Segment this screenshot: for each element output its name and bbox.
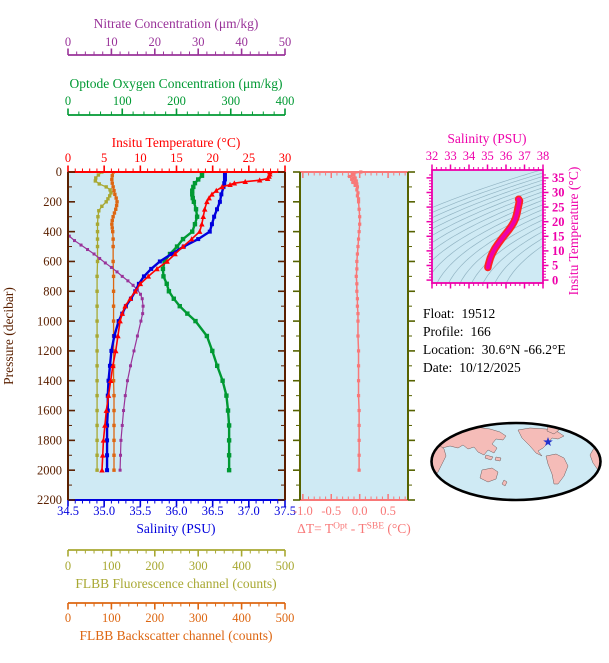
delta-t-plot: -1.0 -0.5 0.0 0.5	[293, 170, 415, 518]
tick-label: 0	[552, 273, 558, 287]
tick-label: 100	[102, 559, 121, 573]
tick-label: 500	[276, 559, 295, 573]
tick-label: 36.0	[166, 504, 188, 518]
fluorescence-axis-title: FLBB Fluorescence channel (counts)	[75, 576, 276, 591]
tick-label: 300	[221, 94, 240, 108]
tick-label: 30	[552, 186, 565, 200]
pressure-axis-title: Pressure (decibar)	[1, 287, 16, 385]
temperature-axis-title: Insitu Temperature (°C)	[112, 135, 241, 150]
tick-label: 35	[481, 149, 494, 163]
tick-label: 100	[102, 611, 121, 625]
tick-label: 1600	[37, 404, 62, 418]
tick-label: 37.0	[238, 504, 260, 518]
tick-label: 100	[113, 94, 132, 108]
nitrate-axis-title: Nitrate Concentration (μm/kg)	[94, 16, 259, 31]
tick-label: 20	[206, 151, 219, 165]
tick-label: 33	[444, 149, 457, 163]
ts-salinity-axis-title: Salinity (PSU)	[447, 131, 526, 146]
tick-label: 5	[552, 259, 558, 273]
salinity-axis-title: Salinity (PSU)	[136, 521, 215, 536]
tick-label: 200	[145, 611, 164, 625]
tick-label: -0.5	[321, 504, 341, 518]
flbb-fluorescence-channel-counts-axis: 0 100 200 300 400 500	[65, 549, 295, 573]
tick-label: 15	[552, 229, 565, 243]
float-location-star-marker	[543, 437, 553, 446]
tick-label: 400	[276, 94, 295, 108]
isopycnal-contours	[432, 170, 543, 283]
tick-label: 0	[65, 151, 71, 165]
tick-label: 0.0	[352, 504, 368, 518]
tick-label: 600	[43, 255, 62, 269]
tick-label: 25	[552, 200, 565, 214]
series-line	[68, 235, 144, 471]
tick-label: 5	[101, 151, 107, 165]
tick-label: 15	[170, 151, 183, 165]
tick-label: 37.5	[274, 504, 296, 518]
world-map	[430, 421, 602, 502]
tick-label: 10	[134, 151, 147, 165]
tick-label: 1000	[37, 314, 62, 328]
tick-label: 300	[189, 611, 208, 625]
float-id-line: Float: 19512	[423, 306, 495, 321]
ts-profile-curve	[485, 197, 522, 270]
tick-label: 0	[65, 94, 71, 108]
tick-label: 800	[43, 284, 62, 298]
tick-label: 35	[552, 171, 565, 185]
tick-label: 1800	[37, 434, 62, 448]
tick-label: 36.5	[202, 504, 224, 518]
date-line: Date: 10/12/2025	[423, 360, 521, 375]
profile-line: Profile: 166	[423, 324, 491, 339]
tick-label: 0.5	[380, 504, 396, 518]
tick-label: 37	[518, 149, 531, 163]
tick-label: 40	[235, 35, 248, 49]
tick-label: 500	[276, 611, 295, 625]
tick-label: 10	[552, 244, 565, 258]
tick-label: 25	[243, 151, 256, 165]
tick-label: 200	[43, 195, 62, 209]
tick-label: 20	[552, 215, 565, 229]
nitrate-concentration-m-kg-axis: 0 10 20 30 40 50	[65, 35, 292, 56]
location-line: Location: 30.6°N -66.2°E	[423, 342, 566, 357]
tick-label: 0	[65, 559, 71, 573]
tick-label: 35.5	[129, 504, 151, 518]
tick-label: 50	[279, 35, 292, 49]
optode-oxygen-concentration-m-kg-axis: 0 100 200 300 400	[65, 94, 295, 116]
tick-label: 38	[537, 149, 550, 163]
tick-label: 30	[192, 35, 205, 49]
tick-label: 0	[56, 165, 62, 179]
tick-label: 300	[189, 559, 208, 573]
tick-label: 1200	[37, 344, 62, 358]
tick-label: 2200	[37, 493, 62, 507]
tick-label: 32	[426, 149, 439, 163]
tick-label: 400	[43, 225, 62, 239]
tick-label: 400	[232, 611, 251, 625]
flbb-backscatter-channel-counts-axis: 0 100 200 300 400 500	[65, 602, 295, 625]
tick-label: 36	[500, 149, 513, 163]
tick-label: 200	[145, 559, 164, 573]
series-line	[111, 172, 118, 471]
tick-label: 0	[65, 611, 71, 625]
tick-label: 20	[149, 35, 162, 49]
tick-label: 35.0	[93, 504, 115, 518]
delta-t-axis-title: ΔT= TOpt - TSBE (°C)	[297, 521, 411, 536]
tick-label: 30	[279, 151, 292, 165]
tick-label: 34	[463, 149, 476, 163]
ts-temperature-axis-title: Insitu Temperature (°C)	[566, 167, 581, 296]
tick-label: 0	[65, 35, 71, 49]
tick-label: 200	[167, 94, 186, 108]
oxygen-axis-title: Optode Oxygen Concentration (μm/kg)	[69, 76, 282, 91]
tick-label: 2000	[37, 463, 62, 477]
tick-label: 400	[232, 559, 251, 573]
tick-label: -1.0	[293, 504, 313, 518]
tick-label: 10	[105, 35, 118, 49]
backscatter-axis-title: FLBB Backscatter channel (counts)	[79, 628, 272, 643]
tick-label: 34.5	[57, 504, 79, 518]
main-profile-plot: 0 5 10 15 20 25 30 34.5 35.0 35.5 36.0 36.5 37.0 37.5…	[37, 151, 296, 518]
tick-label: 1400	[37, 374, 62, 388]
